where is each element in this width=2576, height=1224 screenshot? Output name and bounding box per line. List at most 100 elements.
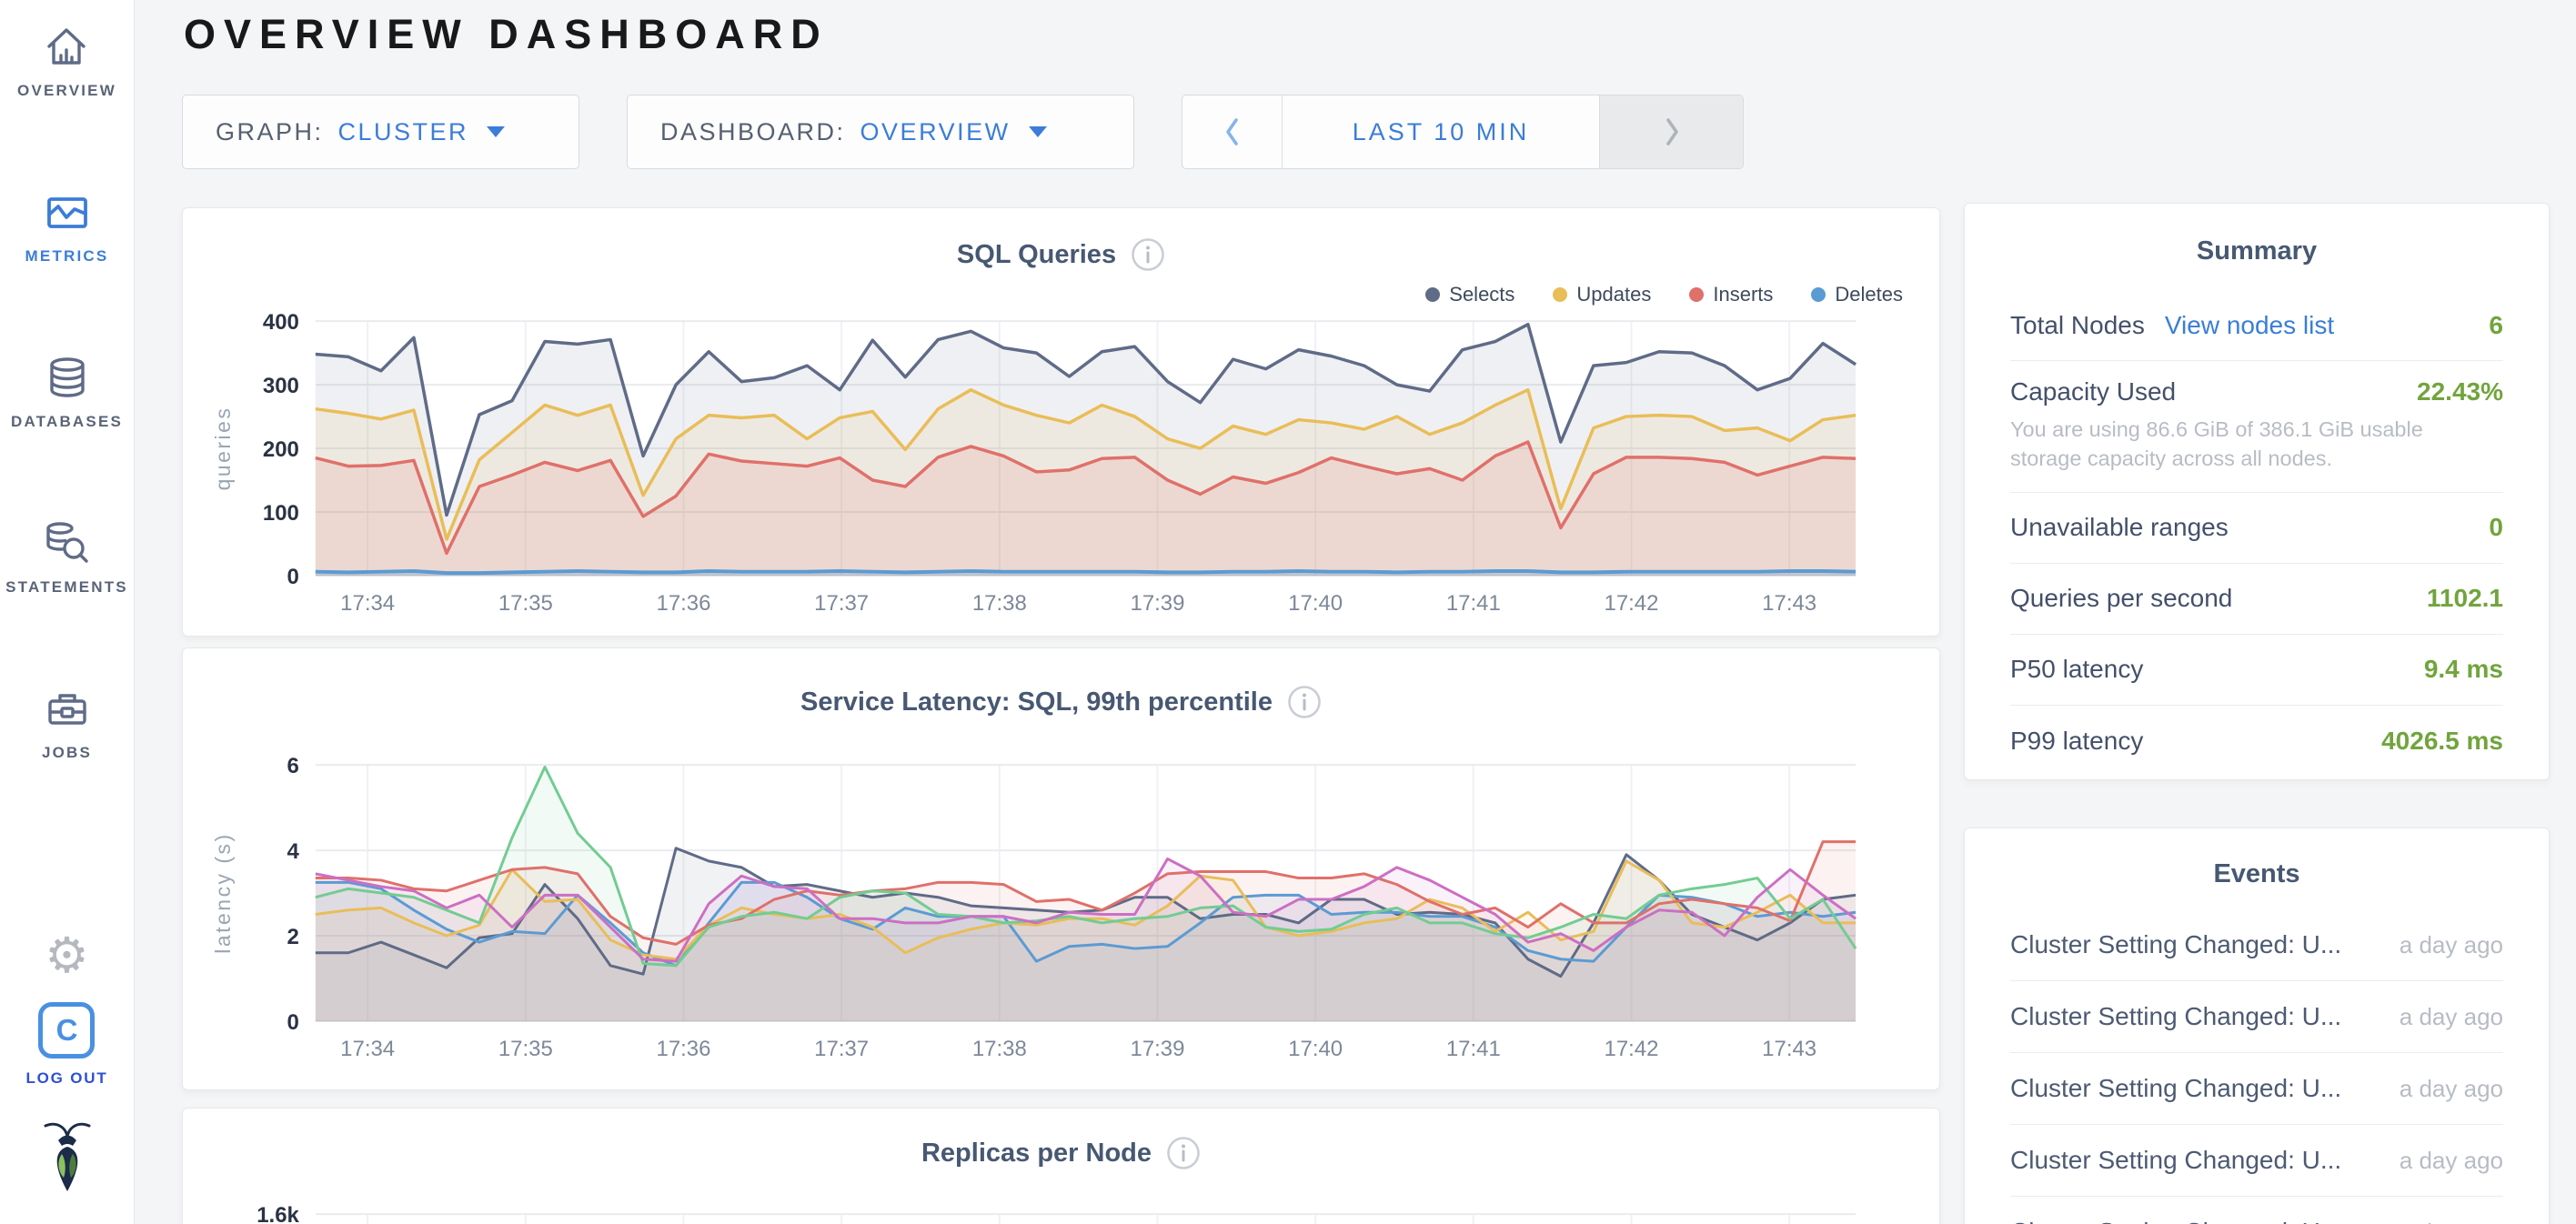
legend-dot-icon (1811, 287, 1826, 302)
service-latency-chart[interactable]: 0 2 4 6 17:34 17:35 17:36 17:37 17:38 17:39 17:40 1… (183, 756, 1939, 1072)
graph-dropdown[interactable]: GRAPH: CLUSTER (182, 95, 579, 169)
summary-row-label: P99 latency (2010, 726, 2144, 755)
gear-icon[interactable]: ⚙ (45, 928, 89, 983)
chevron-down-icon (487, 126, 506, 137)
summary-title: Summary (2196, 236, 2318, 266)
svg-text:100: 100 (263, 501, 299, 526)
home-icon (47, 28, 86, 65)
sidebar-item-jobs[interactable]: JOBS (42, 684, 93, 762)
event-row[interactable]: Cluster Setting Changed: U... a day ago (2010, 909, 2503, 981)
svg-text:300: 300 (263, 374, 299, 398)
legend-item-inserts[interactable]: Inserts (1689, 283, 1773, 306)
svg-text:17:39: 17:39 (1130, 591, 1184, 616)
time-range-prev-button[interactable] (1182, 95, 1283, 168)
event-time: a day ago (2400, 1219, 2503, 1224)
info-icon[interactable] (1287, 685, 1322, 719)
info-icon[interactable] (1166, 1136, 1201, 1170)
jobs-icon (47, 694, 86, 725)
svg-text:17:34: 17:34 (340, 591, 395, 616)
sidebar-item-metrics[interactable]: METRICS (25, 187, 109, 266)
svg-text:queries: queries (211, 406, 235, 491)
event-text: Cluster Setting Changed: U... (2010, 1146, 2342, 1174)
page-title: OVERVIEW DASHBOARD (184, 11, 829, 57)
svg-text:17:42: 17:42 (1604, 591, 1658, 616)
databases-icon (49, 357, 85, 397)
event-time: a day ago (2399, 1002, 2503, 1030)
legend-item-deletes[interactable]: Deletes (1811, 283, 1903, 306)
replicas-per-node-chart[interactable]: 1.6k (183, 1187, 1939, 1224)
legend-item-updates[interactable]: Updates (1553, 283, 1651, 306)
summary-row-p50-latency: P50 latency 9.4 ms (2010, 635, 2503, 706)
time-range-value[interactable]: LAST 10 MIN (1352, 117, 1530, 145)
event-time: a day ago (2399, 930, 2503, 958)
cockroach-c-icon: C (38, 1002, 96, 1058)
summary-row-value: 0 (2489, 513, 2503, 542)
summary-row-capacity-used: Capacity Used 22.43% You are using 86.6 … (2010, 361, 2503, 493)
svg-text:17:42: 17:42 (1604, 1037, 1658, 1061)
events-panel: Events Cluster Setting Changed: U... a d… (1964, 828, 2550, 1224)
sidebar-item-label: STATEMENTS (5, 578, 128, 596)
dashboard-dropdown-label: DASHBOARD: (660, 117, 846, 145)
event-time: a day ago (2399, 1074, 2503, 1102)
replicas-per-node-chart-card: Replicas per Node 1.6k (182, 1108, 1940, 1224)
view-nodes-list-link[interactable]: View nodes list (2164, 310, 2335, 339)
summary-row-label: P50 latency (2010, 655, 2144, 684)
svg-text:17:41: 17:41 (1446, 1037, 1501, 1061)
sidebar-item-overview[interactable]: OVERVIEW (17, 22, 116, 100)
legend-item-selects[interactable]: Selects (1425, 283, 1514, 306)
legend-label: Selects (1449, 283, 1515, 306)
legend-dot-icon (1425, 287, 1441, 302)
svg-text:17:43: 17:43 (1762, 591, 1816, 616)
summary-row-queries-per-second: Queries per second 1102.1 (2010, 564, 2503, 635)
chevron-right-icon (1665, 118, 1678, 145)
metrics-icon (46, 197, 87, 228)
legend-label: Inserts (1713, 283, 1774, 306)
svg-text:1.6k: 1.6k (257, 1203, 299, 1224)
svg-text:17:39: 17:39 (1130, 1037, 1184, 1061)
info-icon[interactable] (1131, 237, 1165, 272)
svg-text:17:40: 17:40 (1288, 1037, 1343, 1061)
svg-text:4: 4 (287, 839, 300, 864)
sql-queries-chart[interactable]: 0 100 200 300 400 17:34 17:35 17:36 17:37 17:38 17… (183, 310, 1939, 634)
summary-row-value: 4026.5 ms (2381, 726, 2503, 755)
svg-text:17:35: 17:35 (498, 1037, 553, 1061)
svg-text:17:36: 17:36 (656, 591, 710, 616)
event-row[interactable]: Cluster Setting Changed: U... a day ago (2010, 1053, 2503, 1125)
sidebar-item-label: METRICS (25, 247, 109, 265)
event-text: Cluster Setting Changed: U... (2010, 1218, 2341, 1224)
events-title: Events (2213, 859, 2300, 888)
sidebar-item-databases[interactable]: DATABASES (11, 353, 123, 431)
sidebar-item-label: JOBS (41, 744, 93, 761)
summary-row-value: 9.4 ms (2423, 655, 2503, 684)
logout-button[interactable]: C LOG OUT (25, 1002, 107, 1088)
event-row[interactable]: Cluster Setting Changed: U... a day ago (2010, 1125, 2503, 1197)
svg-text:17:34: 17:34 (340, 1037, 395, 1061)
svg-text:17:37: 17:37 (814, 1037, 869, 1061)
event-row[interactable]: Cluster Setting Changed: U... a day ago (2010, 981, 2503, 1053)
svg-text:400: 400 (263, 310, 299, 335)
sidebar: OVERVIEW METRICS DATABASES STATEMENTS (0, 0, 135, 1224)
svg-text:17:37: 17:37 (814, 591, 869, 616)
summary-row-value: 1102.1 (2426, 584, 2503, 613)
dashboard-dropdown[interactable]: DASHBOARD: OVERVIEW (627, 95, 1134, 169)
svg-text:200: 200 (263, 437, 299, 462)
legend-dot-icon (1689, 287, 1705, 302)
event-text: Cluster Setting Changed: U... (2010, 1074, 2342, 1102)
svg-text:17:41: 17:41 (1446, 591, 1501, 616)
svg-text:0: 0 (287, 1010, 299, 1035)
legend-dot-icon (1553, 287, 1568, 302)
statements-icon (46, 522, 89, 563)
service-latency-chart-card: Service Latency: SQL, 99th percentile 0 2… (182, 647, 1940, 1090)
logout-label: LOG OUT (25, 1069, 108, 1087)
svg-text:17:43: 17:43 (1762, 1037, 1816, 1061)
summary-row-total-nodes: Total Nodes View nodes list 6 (2010, 290, 2503, 361)
svg-text:latency (s): latency (s) (211, 832, 235, 953)
sidebar-item-label: OVERVIEW (17, 82, 116, 99)
chart-legend: Selects Updates Inserts Deletes (1425, 283, 1903, 306)
legend-label: Updates (1576, 283, 1652, 306)
time-range-next-button[interactable] (1599, 95, 1743, 168)
event-text: Cluster Setting Changed: U... (2010, 930, 2342, 958)
sidebar-item-statements[interactable]: STATEMENTS (5, 518, 128, 597)
summary-row-label: Queries per second (2010, 584, 2233, 613)
event-row[interactable]: Cluster Setting Changed: U... a day ago (2010, 1197, 2503, 1224)
